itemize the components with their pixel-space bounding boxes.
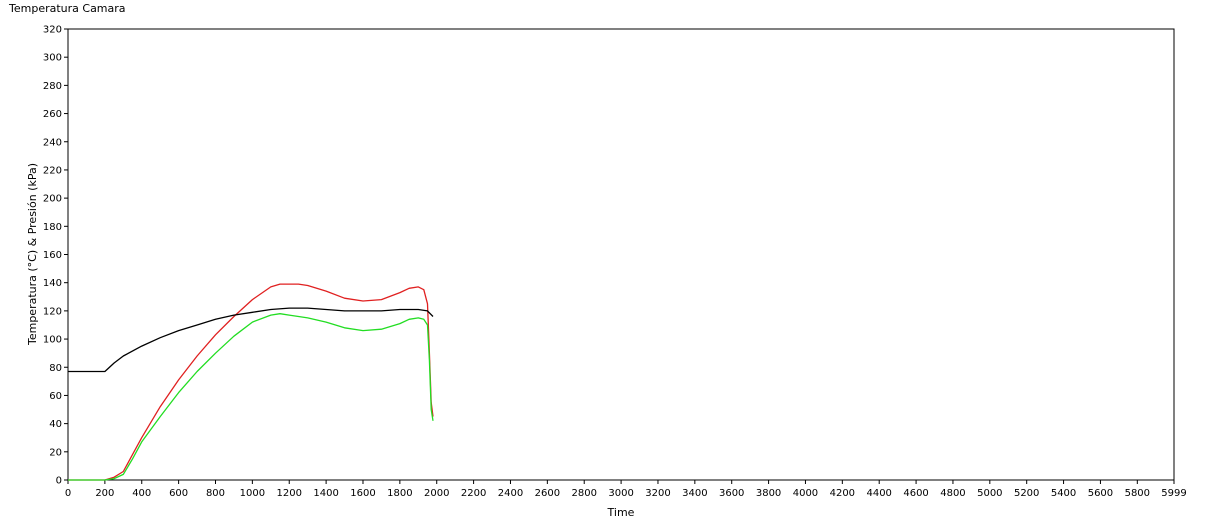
- x-tick-label: 800: [206, 488, 225, 499]
- x-tick-label: 3400: [682, 488, 707, 499]
- y-tick-label: 80: [49, 363, 62, 374]
- y-tick-label: 220: [43, 165, 62, 176]
- y-tick-label: 120: [43, 306, 62, 317]
- y-tick-label: 20: [49, 447, 62, 458]
- y-tick-label: 60: [49, 391, 62, 402]
- x-tick-label: 5999: [1161, 488, 1186, 499]
- y-tick-label: 0: [56, 476, 62, 487]
- x-tick-label: 1600: [350, 488, 375, 499]
- series-line-red: [68, 283, 434, 481]
- x-tick-label: 2400: [498, 488, 523, 499]
- y-tick-label: 300: [43, 53, 62, 64]
- x-tick-label: 200: [95, 488, 114, 499]
- x-tick-label: 600: [169, 488, 188, 499]
- y-tick-label: 100: [43, 335, 62, 346]
- x-tick-label: 5000: [977, 488, 1002, 499]
- y-tick-label: 180: [43, 222, 62, 233]
- x-tick-label: 2800: [571, 488, 596, 499]
- x-tick-label: 1200: [277, 488, 302, 499]
- y-tick-label: 320: [43, 25, 62, 36]
- y-axis-label: Temperatura (°C) & Presión (kPa): [26, 163, 39, 346]
- x-axis: 0 200 400 600 800 1000 1200 1400 1600 1800 2000 220…: [65, 480, 1187, 499]
- series-group: [68, 283, 434, 481]
- x-tick-label: 2200: [461, 488, 486, 499]
- x-tick-label: 4200: [830, 488, 855, 499]
- y-tick-label: 160: [43, 250, 62, 261]
- x-tick-label: 4400: [866, 488, 891, 499]
- x-tick-label: 1000: [240, 488, 265, 499]
- x-tick-label: 1800: [387, 488, 412, 499]
- x-tick-label: 4800: [940, 488, 965, 499]
- x-tick-label: 5800: [1125, 488, 1150, 499]
- x-tick-label: 2000: [424, 488, 449, 499]
- x-tick-label: 1400: [313, 488, 338, 499]
- y-tick-label: 200: [43, 194, 62, 205]
- x-tick-label: 4000: [793, 488, 818, 499]
- chart-title: Temperatura Camara: [9, 2, 126, 15]
- x-axis-label: Time: [607, 506, 635, 519]
- x-tick-label: 3600: [719, 488, 744, 499]
- y-tick-label: 280: [43, 81, 62, 92]
- x-tick-label: 2600: [535, 488, 560, 499]
- x-tick-label: 400: [132, 488, 151, 499]
- series-line-black: [68, 307, 434, 373]
- y-tick-label: 140: [43, 278, 62, 289]
- x-tick-label: 5400: [1051, 488, 1076, 499]
- y-tick-label: 40: [49, 419, 62, 430]
- x-tick-label: 3000: [608, 488, 633, 499]
- y-tick-label: 260: [43, 109, 62, 120]
- series-line-green: [68, 313, 434, 481]
- plot-area: [67, 28, 1175, 481]
- x-tick-label: 3200: [645, 488, 670, 499]
- y-tick-label: 240: [43, 137, 62, 148]
- x-tick-label: 5600: [1088, 488, 1113, 499]
- x-tick-label: 0: [65, 488, 71, 499]
- x-tick-label: 4600: [903, 488, 928, 499]
- x-tick-label: 3800: [756, 488, 781, 499]
- x-tick-label: 5200: [1014, 488, 1039, 499]
- y-axis: 0 20 40 60 80 100 120 140 160 180 200 220 240 260 280 3…: [43, 25, 68, 487]
